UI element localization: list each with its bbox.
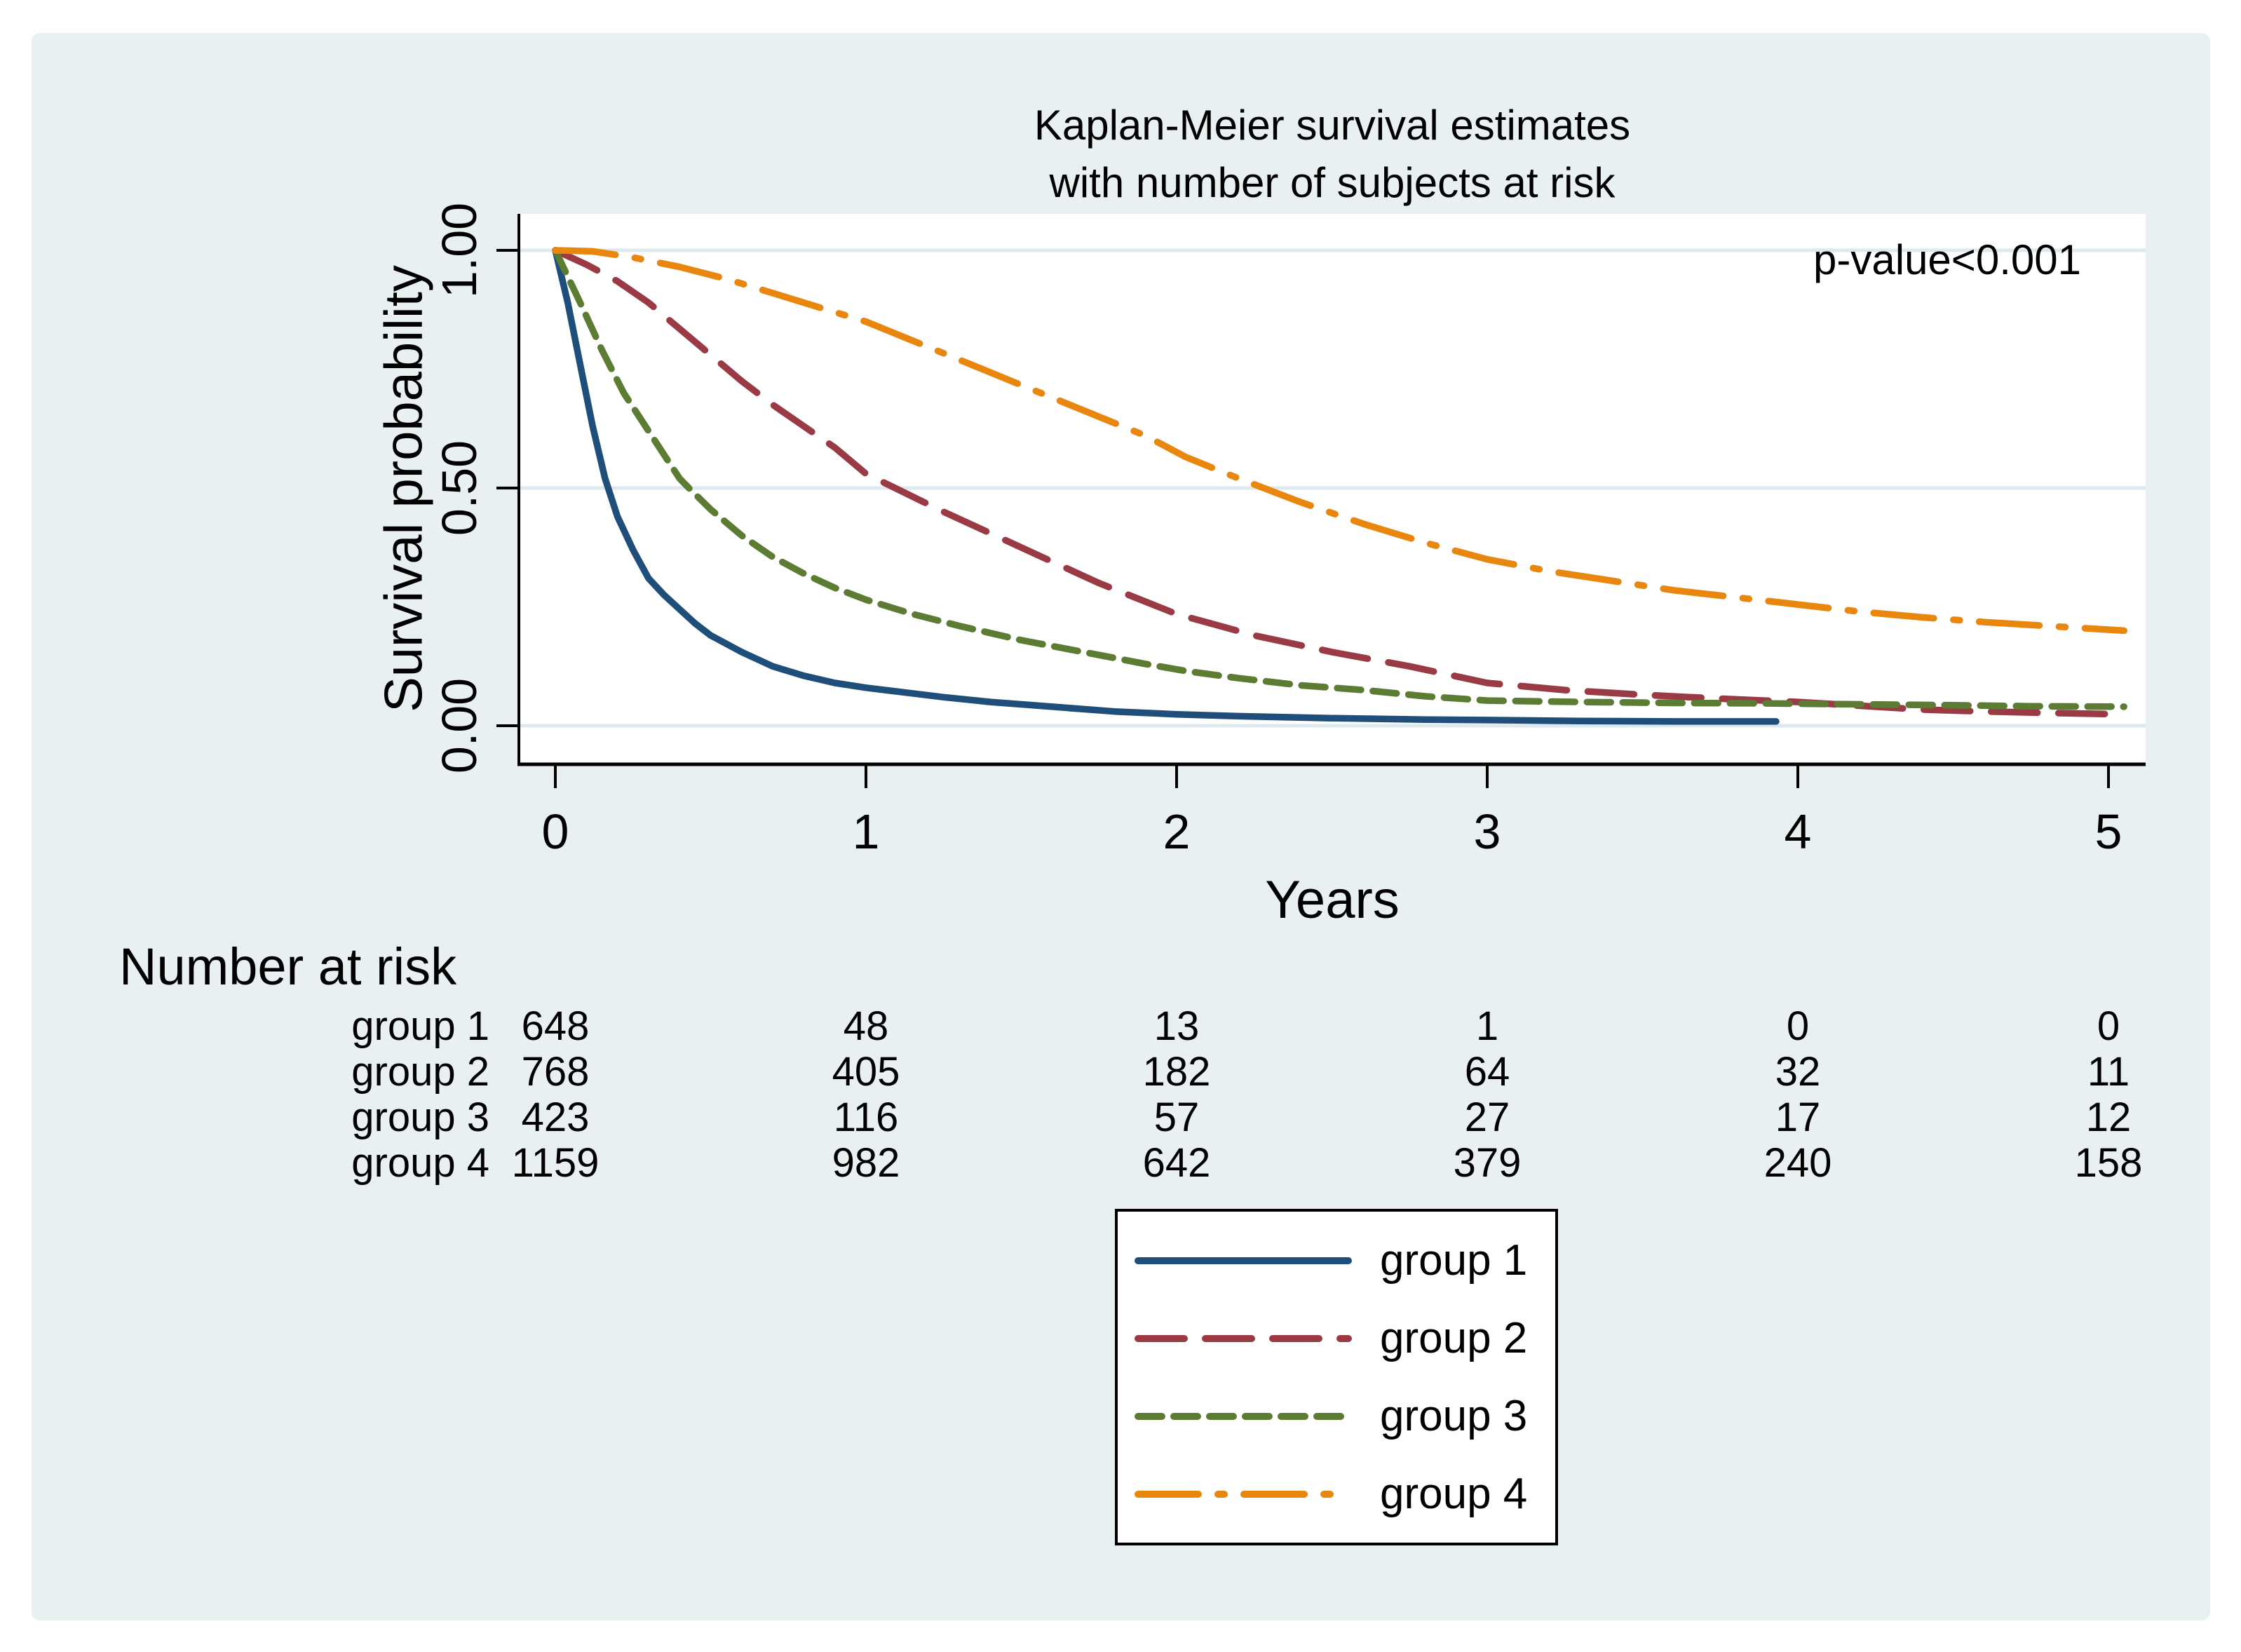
legend-label: group 1 — [1380, 1236, 1528, 1285]
x-tick-label: 1 — [852, 804, 880, 859]
legend-label: group 4 — [1380, 1470, 1528, 1518]
risk-count: 1159 — [511, 1140, 600, 1186]
legend-line-sample — [1135, 1257, 1352, 1264]
risk-table-row: group 2 768 405 182 64 32 11 — [0, 1047, 2241, 1097]
risk-count: 648 — [521, 1003, 590, 1049]
risk-count: 0 — [2097, 1003, 2120, 1049]
survival-curve-group-4 — [552, 247, 2127, 635]
legend-entry: group 3 — [1118, 1391, 1555, 1441]
risk-count: 17 — [1775, 1095, 1821, 1140]
y-tick-label: 0.00 — [432, 677, 487, 774]
legend-line-sample — [1135, 1412, 1352, 1420]
survival-curve-group-3 — [552, 247, 2127, 710]
risk-count: 13 — [1153, 1003, 1200, 1049]
risk-count: 57 — [1153, 1095, 1200, 1140]
risk-count: 48 — [843, 1003, 889, 1049]
risk-row-label: group 4 — [351, 1140, 489, 1186]
risk-count: 116 — [833, 1095, 899, 1140]
chart-title: Kaplan-Meier survival estimates with num… — [519, 97, 2146, 212]
risk-count: 405 — [832, 1049, 900, 1095]
legend-line-sample — [1135, 1490, 1352, 1498]
x-tick-label: 4 — [1784, 804, 1812, 859]
x-tick-label: 2 — [1163, 804, 1191, 859]
y-axis-title: Survival probability — [374, 265, 434, 712]
risk-row-label: group 2 — [351, 1049, 489, 1095]
legend-entry: group 4 — [1118, 1469, 1555, 1519]
risk-count: 182 — [1142, 1049, 1211, 1095]
risk-count: 27 — [1464, 1095, 1510, 1140]
risk-table-heading: Number at risk — [119, 937, 457, 996]
risk-row-label: group 3 — [351, 1095, 489, 1140]
legend-box: group 1 group 2 group 3 group 4 — [1115, 1209, 1558, 1545]
risk-count: 982 — [832, 1140, 900, 1186]
risk-count: 12 — [2085, 1095, 2132, 1140]
risk-count: 158 — [2074, 1140, 2143, 1186]
risk-table-row: group 3 423 116 57 27 17 12 — [0, 1092, 2241, 1143]
risk-count: 642 — [1142, 1140, 1211, 1186]
risk-count: 240 — [1763, 1140, 1832, 1186]
x-axis-title: Years — [1265, 870, 1400, 930]
legend-label: group 3 — [1380, 1392, 1528, 1440]
x-tick-label: 5 — [2094, 804, 2122, 859]
risk-count: 423 — [521, 1095, 590, 1140]
chart-title-line1: Kaplan-Meier survival estimates — [1034, 102, 1631, 149]
risk-table-row: group 4 1159 982 642 379 240 158 — [0, 1138, 2241, 1189]
y-tick-label: 0.50 — [432, 440, 487, 536]
x-tick-label: 0 — [541, 804, 569, 859]
risk-count: 768 — [521, 1049, 590, 1095]
risk-count: 32 — [1775, 1049, 1821, 1095]
legend-label: group 2 — [1380, 1314, 1528, 1362]
risk-count: 11 — [2087, 1049, 2130, 1095]
risk-row-label: group 1 — [351, 1003, 489, 1049]
p-value-annotation: p-value<0.001 — [1813, 236, 2081, 283]
legend-line-sample — [1135, 1334, 1352, 1342]
risk-count: 379 — [1453, 1140, 1522, 1186]
legend-entry: group 2 — [1118, 1313, 1555, 1363]
risk-count: 0 — [1786, 1003, 1810, 1049]
legend-entry: group 1 — [1118, 1235, 1555, 1285]
risk-count: 64 — [1464, 1049, 1510, 1095]
survival-curve-group-1 — [552, 247, 1780, 725]
y-tick-label: 1.00 — [432, 202, 487, 299]
x-tick-label: 3 — [1473, 804, 1501, 859]
risk-count: 1 — [1475, 1003, 1499, 1049]
risk-table-row: group 1 648 48 13 1 0 0 — [0, 1001, 2241, 1052]
survival-curve-group-2 — [552, 247, 2127, 718]
chart-title-line2: with number of subjects at risk — [1049, 159, 1616, 206]
